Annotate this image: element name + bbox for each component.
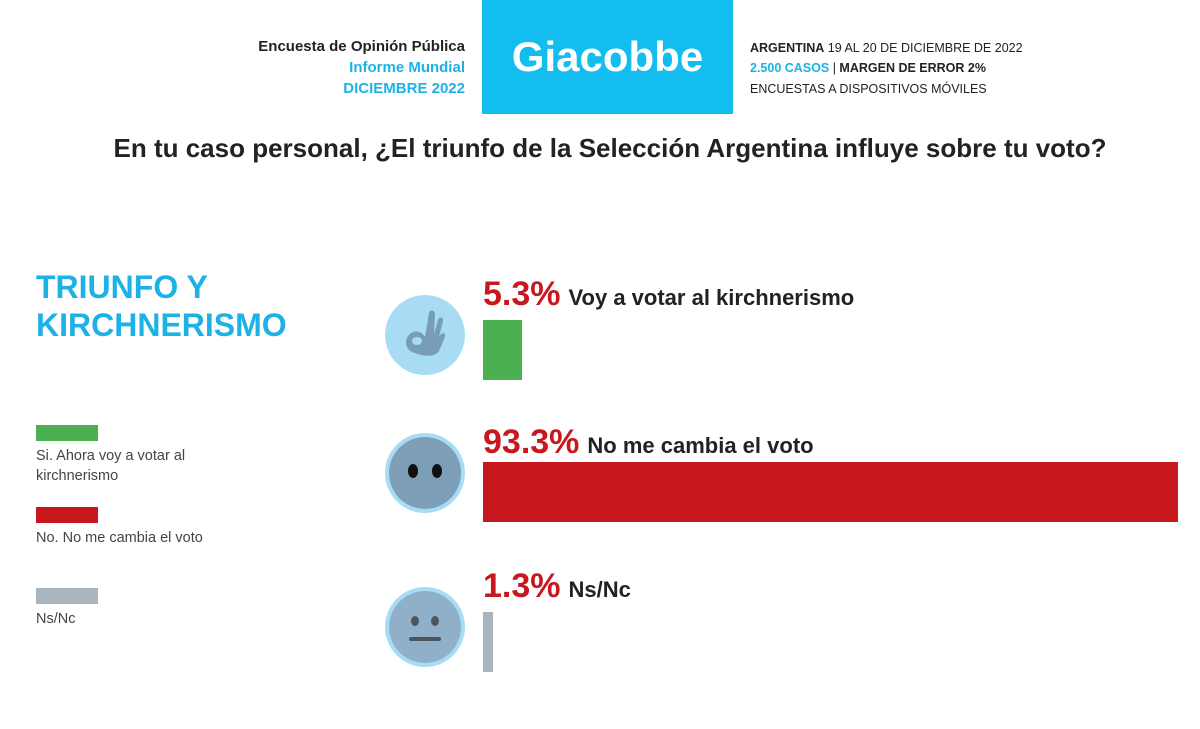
no-mouth-face-icon [385, 433, 465, 513]
legend-label: No. No me cambia el voto [36, 530, 203, 546]
header-dates: 19 AL 20 DE DICIEMBRE DE 2022 [824, 41, 1023, 55]
header-report: Informe Mundial [349, 59, 465, 76]
bar-1 [483, 462, 1179, 522]
legend-label: Si. Ahora voy a votar al kirchnerismo [36, 448, 186, 484]
bar-value-label: 93.3% [483, 423, 580, 461]
header-margin: MARGEN DE ERROR 2% [839, 61, 986, 75]
bar-label: 5.3% Voy a votar al kirchnerismo [483, 275, 854, 314]
header-cases: 2.500 CASOS [750, 61, 830, 75]
bar-value-label: 1.3% [483, 567, 561, 605]
bar-2 [483, 612, 493, 672]
legend-swatch [36, 507, 98, 523]
section-title: TRIUNFO Y KIRCHNERISMO [36, 269, 287, 343]
legend-swatch [36, 588, 98, 604]
header-method: ENCUESTAS A DISPOSITIVOS MÓVILES [750, 82, 987, 96]
header-country: ARGENTINA [750, 41, 825, 55]
header-separator: | [829, 61, 840, 75]
bar-category-label: Voy a votar al kirchnerismo [568, 285, 855, 310]
bar-category-label: No me cambia el voto [587, 433, 814, 458]
bar-value-label: 5.3% [483, 275, 561, 313]
giacobbe-logo: Giacobbe [482, 0, 733, 114]
bar-0 [483, 320, 523, 380]
header-survey-title: Encuesta de Opinión Pública [258, 38, 465, 55]
header-date: DICIEMBRE 2022 [343, 80, 465, 97]
legend-swatch [36, 425, 98, 441]
neutral-face-icon [385, 587, 465, 667]
header-country-dates: ARGENTINA 19 AL 20 DE DICIEMBRE DE 2022 [750, 38, 1023, 58]
legend-label: Ns/Nc [36, 611, 76, 627]
header-sample: 2.500 CASOS | MARGEN DE ERROR 2% [750, 58, 986, 78]
bar-label: 1.3% Ns/Nc [483, 567, 631, 606]
ok-hand-icon [385, 295, 465, 375]
bar-category-label: Ns/Nc [568, 577, 631, 602]
bar-label: 93.3% No me cambia el voto [483, 423, 814, 462]
chart-title: En tu caso personal, ¿El triunfo de la S… [113, 133, 1107, 163]
